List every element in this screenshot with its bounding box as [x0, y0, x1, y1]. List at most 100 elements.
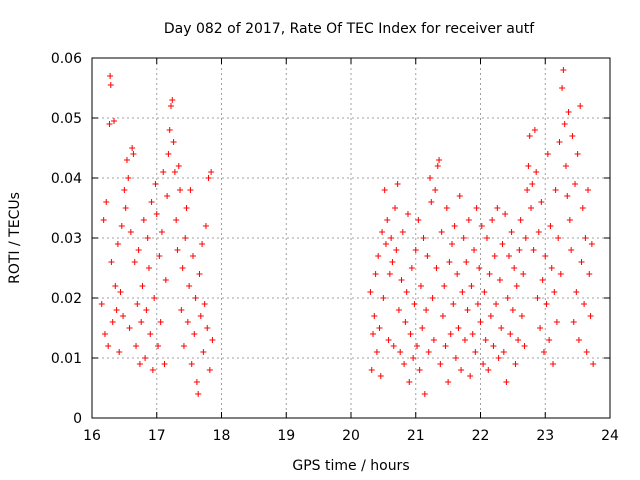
data-point	[372, 271, 379, 277]
data-point	[456, 193, 463, 199]
data-point	[377, 373, 384, 379]
data-point	[535, 229, 542, 235]
data-point	[534, 295, 541, 301]
data-point	[113, 307, 120, 313]
data-point	[135, 247, 142, 253]
data-point	[548, 265, 555, 271]
data-point	[486, 271, 493, 277]
data-point	[482, 337, 489, 343]
data-point	[443, 205, 450, 211]
data-point	[485, 367, 492, 373]
data-point	[528, 205, 535, 211]
data-point	[515, 337, 522, 343]
data-point	[583, 349, 590, 355]
data-point	[434, 163, 441, 169]
data-point	[122, 205, 129, 211]
data-point	[404, 211, 411, 217]
data-point	[161, 361, 168, 367]
data-point	[449, 241, 456, 247]
data-point	[420, 235, 427, 241]
data-point	[385, 337, 392, 343]
data-point	[382, 241, 389, 247]
data-point	[371, 313, 378, 319]
data-point	[562, 163, 569, 169]
data-point	[103, 199, 110, 205]
data-point	[402, 319, 409, 325]
data-point	[480, 361, 487, 367]
data-point	[142, 355, 149, 361]
data-point	[130, 151, 137, 157]
data-point	[381, 187, 388, 193]
data-point	[451, 223, 458, 229]
data-point	[551, 289, 558, 295]
data-point	[575, 337, 582, 343]
data-point	[186, 283, 193, 289]
data-point	[574, 151, 581, 157]
data-point	[577, 103, 584, 109]
data-point	[476, 265, 483, 271]
data-point	[471, 247, 478, 253]
data-point	[171, 169, 178, 175]
data-point	[500, 349, 507, 355]
data-point	[397, 349, 404, 355]
data-point	[424, 253, 431, 259]
data-point	[477, 319, 484, 325]
data-point	[206, 367, 213, 373]
data-point	[166, 127, 173, 133]
data-point	[401, 361, 408, 367]
data-point	[170, 139, 177, 145]
data-point	[513, 283, 520, 289]
data-point	[490, 343, 497, 349]
data-point	[436, 157, 443, 163]
data-point	[169, 97, 176, 103]
data-point	[566, 217, 573, 223]
x-tick-label: 18	[213, 428, 231, 444]
data-point	[569, 133, 576, 139]
data-point	[131, 259, 138, 265]
data-point	[187, 187, 194, 193]
data-point	[544, 151, 551, 157]
data-point	[133, 343, 140, 349]
data-point	[174, 247, 181, 253]
data-point	[205, 175, 212, 181]
data-point	[416, 367, 423, 373]
data-point	[505, 253, 512, 259]
data-point	[530, 247, 537, 253]
data-point	[496, 277, 503, 283]
data-point	[105, 343, 112, 349]
data-point	[450, 301, 457, 307]
x-tick-label: 17	[148, 428, 166, 444]
data-point	[117, 289, 124, 295]
data-point	[149, 367, 156, 373]
data-point	[178, 307, 185, 313]
data-point	[442, 343, 449, 349]
data-point	[153, 211, 160, 217]
data-point	[380, 295, 387, 301]
data-point	[197, 313, 204, 319]
x-tick-label: 22	[472, 428, 490, 444]
data-point	[533, 169, 540, 175]
data-point	[406, 379, 413, 385]
data-point	[121, 187, 128, 193]
data-point	[587, 313, 594, 319]
data-point	[109, 319, 116, 325]
data-point	[138, 319, 145, 325]
data-point	[518, 313, 525, 319]
data-point	[193, 379, 200, 385]
chart-title: Day 082 of 2017, Rate Of TEC Index for r…	[164, 21, 535, 37]
x-tick-label: 23	[536, 428, 554, 444]
data-point	[191, 331, 198, 337]
data-point	[581, 301, 588, 307]
data-point	[557, 271, 564, 277]
data-point	[388, 235, 395, 241]
data-point	[543, 301, 550, 307]
data-point	[179, 265, 186, 271]
data-point	[539, 277, 546, 283]
data-point	[584, 187, 591, 193]
data-point	[164, 193, 171, 199]
data-point	[441, 283, 448, 289]
data-point	[502, 211, 509, 217]
data-point	[367, 289, 374, 295]
x-tick-labels: 16 17 18 19 20 21 22 23 24	[83, 428, 619, 444]
data-point	[472, 349, 479, 355]
